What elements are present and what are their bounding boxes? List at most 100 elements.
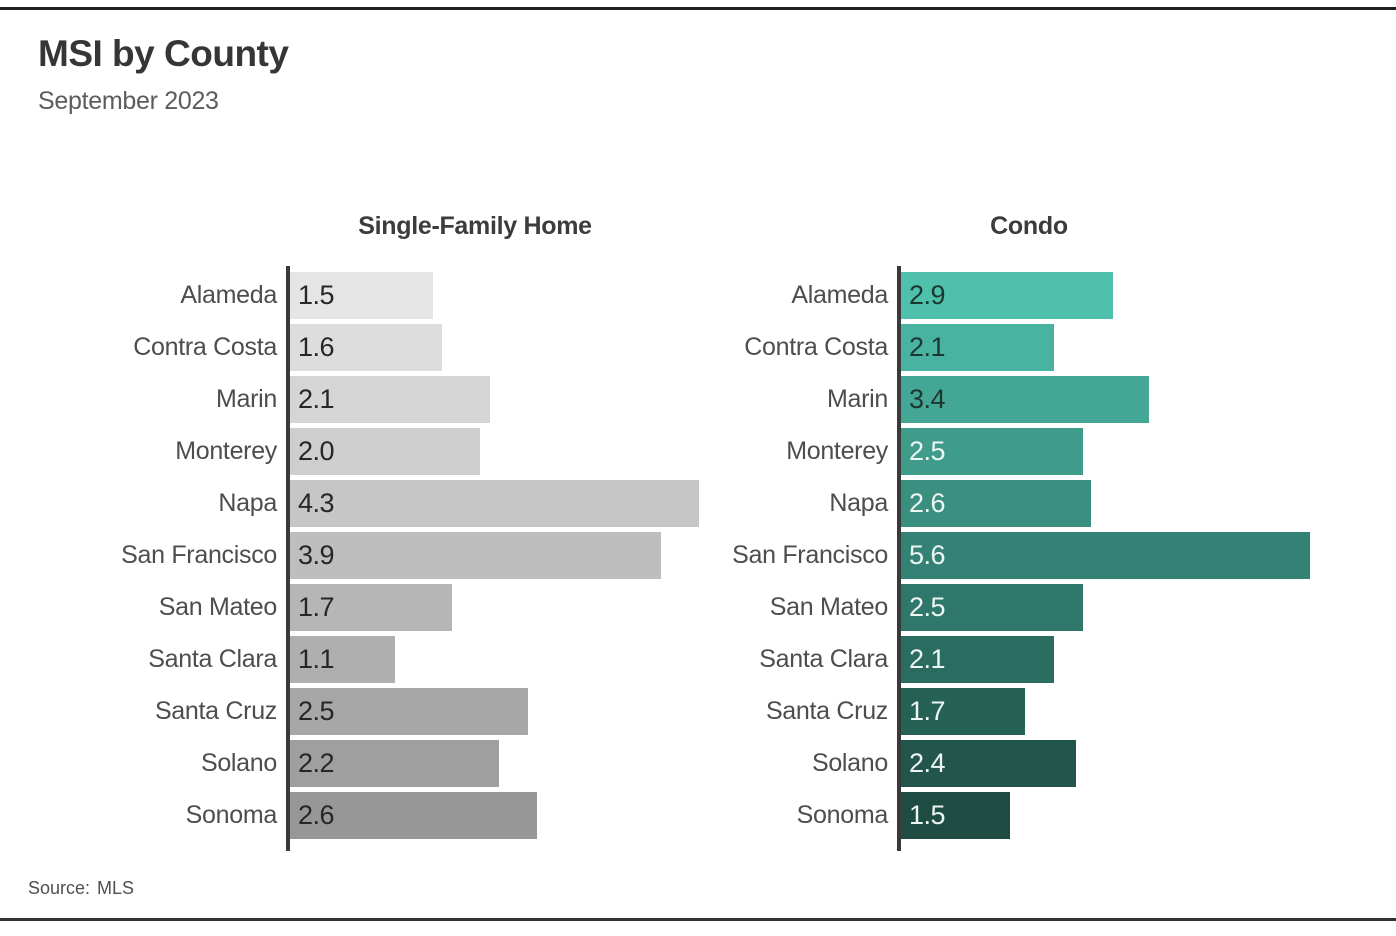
bar-value-label: 2.9 (909, 280, 946, 310)
bar-row: Sonoma 1.5 (636, 792, 1346, 839)
bar-track: 2.6 (290, 792, 708, 839)
bar-row: San Francisco 5.6 (636, 532, 1346, 579)
bar-value-label: 2.0 (298, 436, 335, 466)
county-label: Sonoma (185, 801, 278, 829)
bar: 2.0 (290, 428, 480, 475)
bar-value-label: 2.6 (909, 488, 946, 518)
bar-value-label: 2.1 (909, 332, 946, 362)
bar-track: 4.3 (290, 480, 708, 527)
county-label: Marin (826, 385, 888, 413)
county-label: San Francisco (121, 541, 277, 569)
county-label: San Mateo (769, 593, 889, 621)
bar: 1.5 (901, 792, 1011, 839)
bar-track: 2.1 (901, 636, 1346, 683)
bar-value-label: 2.1 (909, 644, 946, 674)
county-label: Contra Costa (133, 333, 277, 361)
bar-row: Santa Cruz 1.7 (636, 688, 1346, 735)
plot-area-single-family-home: Alameda 1.5 Contra Costa 1.6 Marin 2.1 Montere… (28, 266, 708, 851)
source-note: Source: MLS (28, 878, 134, 899)
bar-rows: Alameda 1.5 Contra Costa 1.6 Marin 2.1 Montere… (28, 272, 708, 839)
bar-rows: Alameda 2.9 Contra Costa 2.1 Marin 3.4 Montere… (636, 272, 1346, 839)
bar-track: 1.7 (901, 688, 1346, 735)
bar-row: Solano 2.2 (28, 740, 708, 787)
bar: 3.4 (901, 376, 1150, 423)
county-label: Santa Clara (148, 645, 277, 673)
source-value: MLS (97, 878, 135, 898)
county-label: Santa Cruz (765, 697, 888, 725)
bar-value-label: 3.9 (298, 540, 335, 570)
bar-track: 2.1 (901, 324, 1346, 371)
bar: 2.1 (901, 324, 1055, 371)
bar-track: 2.4 (901, 740, 1346, 787)
bar-row: Santa Clara 2.1 (636, 636, 1346, 683)
bar-track: 5.6 (901, 532, 1346, 579)
bar-value-label: 4.3 (298, 488, 335, 518)
bar-value-label: 3.4 (909, 384, 946, 414)
bar: 1.1 (290, 636, 395, 683)
bar: 2.6 (290, 792, 537, 839)
bar: 1.6 (290, 324, 442, 371)
county-label: Santa Cruz (154, 697, 277, 725)
county-label: Monterey (175, 437, 277, 465)
bar-row: San Mateo 2.5 (636, 584, 1346, 631)
county-label: Alameda (791, 281, 888, 309)
bar-value-label: 2.5 (909, 436, 946, 466)
bar-track: 2.9 (901, 272, 1346, 319)
bar: 2.6 (901, 480, 1091, 527)
bar: 2.9 (901, 272, 1113, 319)
bar-value-label: 2.6 (298, 800, 335, 830)
county-label: Napa (218, 489, 277, 517)
county-label: Solano (811, 749, 888, 777)
bar: 2.5 (901, 428, 1084, 475)
county-label: Marin (215, 385, 277, 413)
chart-condo: Condo Alameda 2.9 Contra Costa 2.1 Marin 3.4 M… (636, 210, 1346, 851)
chart-title-single-family-home: Single-Family Home (358, 212, 592, 240)
county-label: Santa Clara (759, 645, 888, 673)
bar: 2.2 (290, 740, 499, 787)
bar-track: 1.7 (290, 584, 708, 631)
county-label: San Mateo (158, 593, 278, 621)
bar: 1.7 (901, 688, 1026, 735)
bar: 1.5 (290, 272, 433, 319)
bar-row: Santa Cruz 2.5 (28, 688, 708, 735)
bar-value-label: 1.7 (909, 696, 946, 726)
bar-value-label: 2.5 (298, 696, 335, 726)
bar: 2.1 (901, 636, 1055, 683)
bar: 2.5 (290, 688, 528, 735)
county-label: San Francisco (732, 541, 888, 569)
bar-track: 2.1 (290, 376, 708, 423)
bar: 2.1 (290, 376, 490, 423)
bar-row: Contra Costa 2.1 (636, 324, 1346, 371)
bar-row: Monterey 2.5 (636, 428, 1346, 475)
y-axis-line (897, 266, 901, 851)
bar-track: 2.0 (290, 428, 708, 475)
bar-track: 1.6 (290, 324, 708, 371)
bar-track: 2.5 (290, 688, 708, 735)
bar-row: Alameda 2.9 (636, 272, 1346, 319)
bar: 1.7 (290, 584, 452, 631)
bar-value-label: 1.6 (298, 332, 335, 362)
bar-row: Marin 3.4 (636, 376, 1346, 423)
county-label: Monterey (786, 437, 888, 465)
bar-value-label: 1.1 (298, 644, 335, 674)
bar-track: 2.6 (901, 480, 1346, 527)
bar-track: 3.4 (901, 376, 1346, 423)
bar: 4.3 (290, 480, 699, 527)
bar-value-label: 1.5 (909, 800, 946, 830)
bar-track: 3.9 (290, 532, 708, 579)
bar-row: Santa Clara 1.1 (28, 636, 708, 683)
bar: 2.5 (901, 584, 1084, 631)
bottom-rule (0, 918, 1396, 921)
bar-value-label: 1.7 (298, 592, 335, 622)
county-label: Alameda (180, 281, 277, 309)
chart-single-family-home: Single-Family Home Alameda 1.5 Contra Cost… (28, 210, 708, 851)
bar: 3.9 (290, 532, 661, 579)
bar-row: Napa 2.6 (636, 480, 1346, 527)
bar-track: 2.2 (290, 740, 708, 787)
bar-track: 1.1 (290, 636, 708, 683)
bar-row: Marin 2.1 (28, 376, 708, 423)
bar: 5.6 (901, 532, 1310, 579)
bar-track: 2.5 (901, 428, 1346, 475)
page-title: MSI by County (38, 33, 289, 74)
